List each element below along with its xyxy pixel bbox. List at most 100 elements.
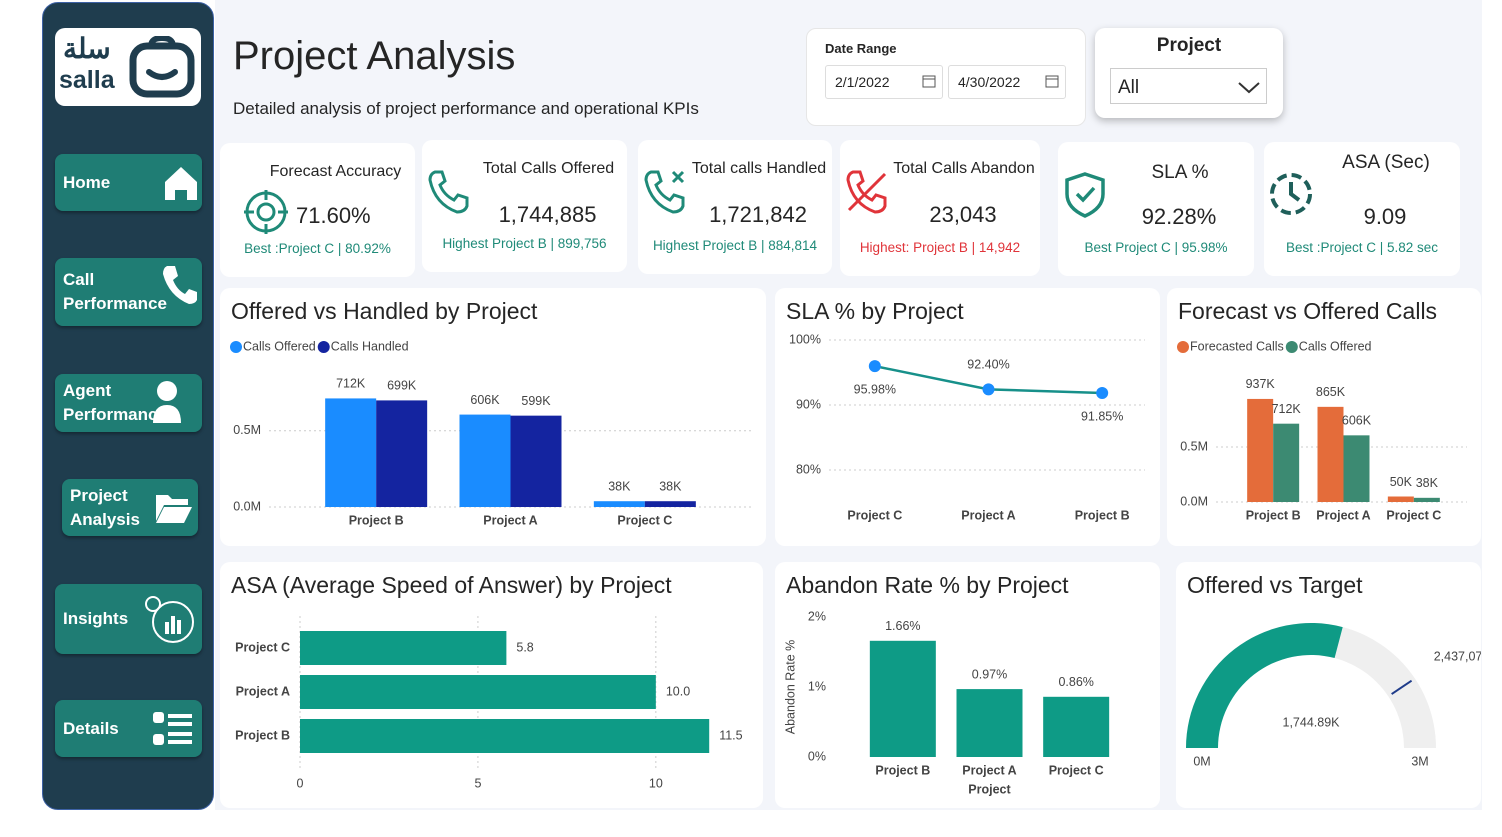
bar [1043, 696, 1110, 757]
nav-call[interactable]: Call Performance [55, 258, 202, 326]
project-select-value[interactable]: All [1118, 77, 1140, 98]
gauge-value [1186, 623, 1343, 748]
bar [1387, 496, 1414, 502]
logo-text: salla [59, 66, 115, 94]
x-tick-label: 0 [297, 776, 304, 790]
nav-insights[interactable]: Insights [55, 584, 202, 654]
y-tick-label: 90% [796, 397, 821, 411]
chart: 2,437,071 1,744.89K 0M 3M [1186, 623, 1481, 768]
legend-swatch [230, 341, 242, 353]
x-tick-label: Project A [483, 513, 537, 527]
bar [869, 640, 936, 757]
chart-card: 0 5 10 Project C 5.8 Project A 10.0 Project B 11… [220, 562, 763, 808]
gauge-target [1391, 679, 1413, 695]
kpi-note: Highest Project B | 899,756 [442, 236, 607, 251]
kpi-note: Best :Project C | 80.92% [244, 241, 391, 256]
chart-card: 0.0M 0.5M Calls Offered Calls Handled Projec… [220, 288, 766, 546]
kpi-icon [244, 190, 288, 234]
folder-icon [156, 495, 192, 523]
target-label: 2,437,071 [1434, 650, 1481, 664]
y-tick-label: 0% [808, 749, 826, 763]
y-tick-label: Project A [236, 684, 290, 698]
kpi-note: Best Project C | 95.98% [1084, 240, 1228, 255]
list-icon [153, 712, 192, 745]
logo-arabic: سلة [63, 33, 111, 64]
date-range-card: Date Range 2/1/2022 4/30/2022 [806, 28, 1086, 126]
kpi-card: SLA % 92.28% Best Project C | 95.98% [1058, 142, 1254, 276]
x-tick-label: Project C [1386, 508, 1441, 522]
bar [1317, 406, 1344, 502]
kpi-title: Total Calls Offered [482, 160, 615, 177]
kpi-value: 9.09 [1363, 204, 1407, 229]
chart-title: Abandon Rate % by Project [786, 572, 1069, 598]
kpi-value: 1,721,842 [709, 202, 807, 227]
y-tick-label: 0.5M [1180, 439, 1208, 453]
nav-label[interactable]: Insights [63, 609, 129, 628]
date-end-text[interactable]: 4/30/2022 [958, 74, 1021, 90]
y-tick-label: 1% [808, 679, 826, 693]
y-tick-label: 80% [796, 462, 821, 476]
bar [300, 631, 507, 665]
home-icon [165, 167, 197, 200]
chevron [1238, 82, 1260, 94]
date-end[interactable]: 4/30/2022 [948, 65, 1066, 99]
kpi-note: Best :Project C | 5.82 sec [1285, 240, 1439, 255]
bar [1343, 435, 1370, 502]
kpi-note: Highest Project B | 884,814 [652, 238, 818, 253]
chart-card: 2,437,071 1,744.89K 0M 3M Offered vs Target [1176, 562, 1481, 808]
x-tick-label: Project A [962, 763, 1016, 777]
x-tick-label: 5 [474, 776, 481, 790]
bar [459, 414, 511, 507]
nav-label[interactable]: Project Analysis [70, 485, 140, 529]
x-tick-label: Project C [847, 508, 902, 522]
bar [956, 689, 1023, 757]
y-tick-label: 0.5M [233, 423, 261, 437]
kpi-icon [428, 170, 469, 214]
marker [868, 360, 881, 373]
legend-label: Calls Offered [243, 339, 316, 353]
kpi-title: Total calls Handled [691, 160, 827, 177]
bar [1247, 398, 1274, 502]
legend-swatch [1285, 341, 1298, 353]
chart-title: SLA % by Project [786, 298, 964, 324]
x-tick-label: Project C [1049, 763, 1104, 777]
legend-swatch [317, 341, 330, 353]
date-start-text[interactable]: 2/1/2022 [835, 74, 890, 90]
x-tick-label: Project B [875, 763, 930, 777]
nav-label[interactable]: Agent Performance [63, 381, 167, 424]
data-label: 5.8 [516, 640, 533, 654]
project-select[interactable]: All [1110, 68, 1267, 104]
legend-swatch [1177, 341, 1189, 353]
x-axis-label: Project [968, 782, 1011, 796]
project-filter-card: Project All [1095, 28, 1283, 118]
nav-label[interactable]: Call Performance [63, 270, 167, 313]
data-label: 937K [1246, 377, 1276, 391]
calendar-icon [922, 75, 936, 88]
date-start[interactable]: 2/1/2022 [825, 65, 943, 99]
data-label: 50K [1390, 475, 1413, 489]
nav-project[interactable]: Project Analysis [62, 479, 198, 536]
data-label: 699K [387, 379, 417, 393]
data-label: 0.86% [1058, 675, 1093, 689]
kpi-value: 92.28% [1141, 204, 1217, 229]
y-tick-label: Project B [235, 728, 290, 742]
calendar-icon [1045, 75, 1059, 88]
bar [300, 675, 656, 709]
data-label: 1.66% [885, 619, 920, 633]
x-tick-label: Project B [1246, 508, 1301, 522]
range-label: 3M [1411, 754, 1428, 768]
kpi-title: Forecast Accuracy [269, 163, 402, 180]
nav-details[interactable]: Details [55, 700, 202, 757]
nav-home[interactable]: Home [55, 154, 202, 211]
bar [593, 501, 645, 507]
kpi-icon [644, 170, 685, 214]
y-tick-label: 0.0M [233, 499, 261, 513]
data-label: 0.97% [972, 667, 1007, 681]
nav-agent[interactable]: Agent Performance [55, 374, 202, 432]
data-label: 38K [659, 480, 682, 494]
data-label: 599K [521, 394, 551, 408]
kpi-title: ASA (Sec) [1342, 152, 1430, 173]
nav-label[interactable]: Home [63, 172, 111, 192]
nav-label[interactable]: Details [63, 718, 119, 738]
